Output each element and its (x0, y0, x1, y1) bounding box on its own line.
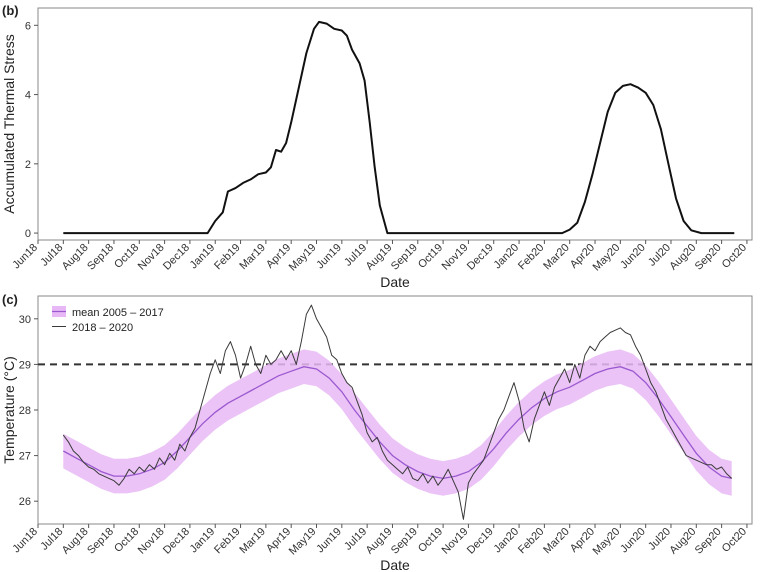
y-tick-label: 0 (25, 228, 31, 240)
panel-letter: (c) (2, 292, 18, 307)
y-axis-title: Temperature (°C) (1, 356, 17, 464)
panel-c-temperature: (c)2627282930Jun18Jul18Aug18Sep18Oct18No… (1, 292, 753, 572)
x-tick-label: Dec19 (465, 242, 496, 273)
y-tick-label: 30 (19, 314, 31, 326)
x-tick-label: Sep20 (693, 242, 724, 273)
x-tick-label: May20 (591, 242, 623, 274)
x-tick-label: Nov18 (136, 242, 167, 273)
x-tick-label: Nov19 (440, 526, 471, 557)
y-tick-label: 29 (19, 359, 31, 371)
x-tick-label: Dec18 (161, 526, 192, 557)
x-tick-label: Mar20 (541, 526, 572, 557)
x-tick-label: Aug18 (60, 526, 91, 557)
y-tick-label: 28 (19, 405, 31, 417)
series-line-mean-2005-2017 (62, 366, 732, 480)
x-tick-label: Jan19 (188, 242, 218, 272)
series-band-mean-2005-2017 (63, 349, 732, 496)
y-tick-label: 26 (19, 496, 31, 508)
x-tick-label: Aug19 (364, 526, 395, 557)
x-tick-label: Sep18 (85, 526, 116, 557)
legend-label: 2018 – 2020 (72, 322, 133, 334)
x-tick-label: Oct20 (720, 526, 749, 555)
x-tick-label: Feb19 (212, 526, 243, 557)
y-tick-label: 4 (25, 90, 31, 102)
x-tick-label: Feb19 (212, 242, 243, 273)
x-tick-label: Dec18 (161, 242, 192, 273)
y-tick-label: 2 (25, 159, 31, 171)
panel-letter: (b) (2, 3, 19, 18)
x-tick-label: Nov19 (440, 242, 471, 273)
x-tick-label: Jun19 (314, 526, 344, 556)
series-line-2018-2020 (62, 304, 733, 520)
x-tick-label: Aug20 (667, 526, 698, 557)
x-tick-label: Dec19 (465, 526, 496, 557)
x-tick-label: Jan20 (491, 526, 521, 556)
x-tick-label: Mar19 (237, 242, 268, 273)
legend-label: mean 2005 – 2017 (72, 307, 164, 319)
x-tick-label: Mar20 (541, 242, 572, 273)
x-tick-label: Jan19 (188, 526, 218, 556)
panel-b-accumulated-thermal-stress: (b)0246Jun18Jul18Aug18Sep18Oct18Nov18Dec… (1, 3, 753, 290)
x-tick-label: Jun18 (10, 242, 40, 272)
y-tick-label: 27 (19, 451, 31, 463)
y-axis-title: Accumulated Thermal Stress (1, 34, 17, 213)
x-tick-label: Aug18 (60, 242, 91, 273)
x-axis-title: Date (380, 557, 410, 572)
x-tick-label: Sep20 (693, 526, 724, 557)
x-tick-label: Sep18 (85, 242, 116, 273)
x-axis-title: Date (380, 274, 410, 290)
y-tick-label: 6 (25, 20, 31, 32)
x-tick-label: Nov18 (136, 526, 167, 557)
x-tick-label: Feb20 (516, 526, 547, 557)
x-tick-label: Sep19 (389, 242, 420, 273)
x-tick-label: May19 (287, 242, 319, 274)
x-tick-label: Jun20 (618, 242, 648, 272)
x-tick-label: May20 (591, 526, 623, 558)
plot-frame (37, 295, 753, 525)
x-tick-label: Jun19 (314, 242, 344, 272)
x-tick-label: Sep19 (389, 526, 420, 557)
x-tick-label: Oct20 (720, 242, 749, 271)
x-tick-label: Jun18 (10, 526, 40, 556)
x-tick-label: May19 (287, 526, 319, 558)
x-tick-label: Feb20 (516, 242, 547, 273)
x-tick-label: Aug19 (364, 242, 395, 273)
series-line-thermal-stress (63, 20, 735, 235)
x-tick-label: Jan20 (491, 242, 521, 272)
plot-frame (37, 7, 753, 241)
x-tick-label: Aug20 (667, 242, 698, 273)
x-tick-label: Mar19 (237, 526, 268, 557)
x-tick-label: Jun20 (618, 526, 648, 556)
